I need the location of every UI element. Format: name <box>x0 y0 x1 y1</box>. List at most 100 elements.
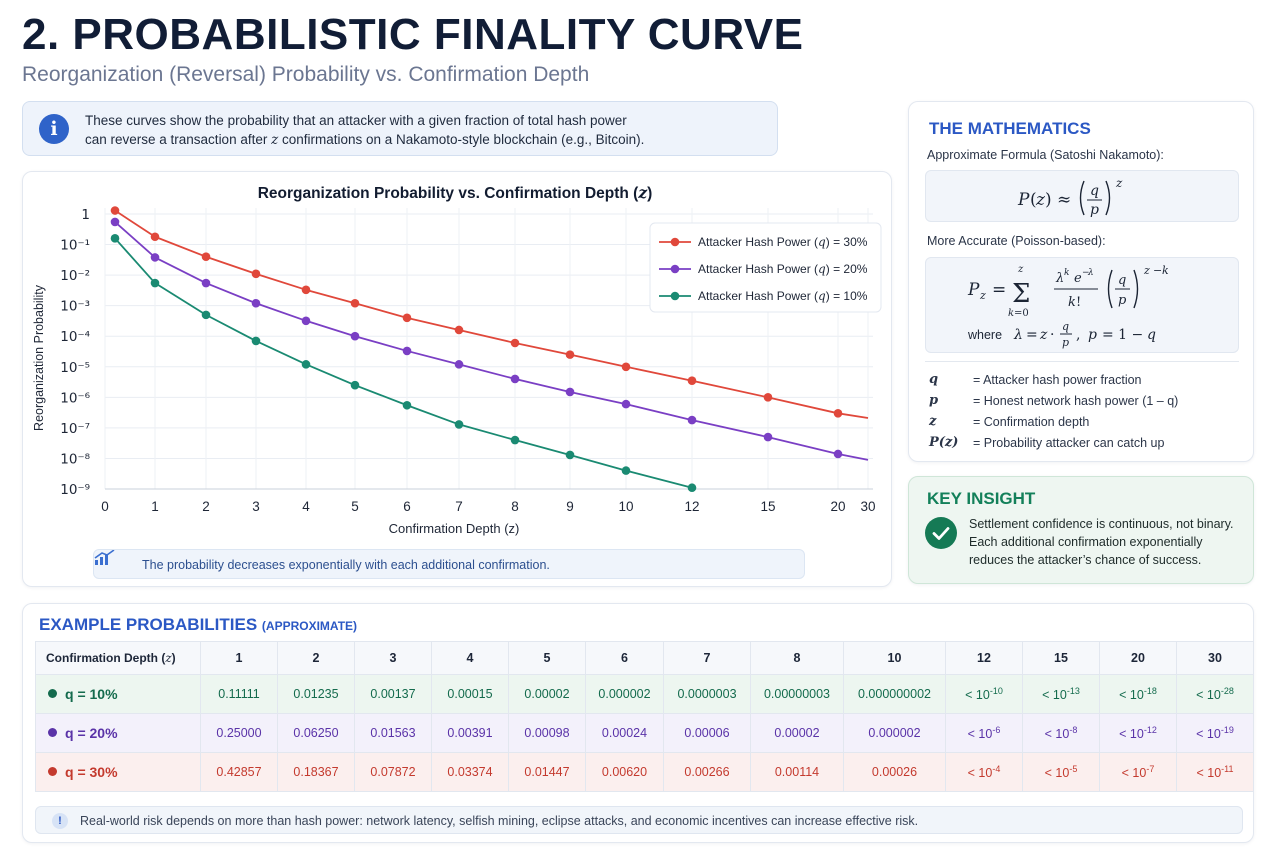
x-tick-label: 20 <box>830 499 845 514</box>
info-text: These curves show the probability that a… <box>85 111 765 150</box>
row-label: q = 30% <box>35 752 201 792</box>
probability-table: Confirmation Depth (z) 1 2 3 4 5 6 7 8 10 12 15 20 30… <box>35 641 1254 792</box>
table-cell: 0.00620 <box>585 752 664 792</box>
y-tick-label: 10⁻⁴ <box>60 329 90 345</box>
accurate-formula-label: More Accurate (Poisson-based): <box>927 234 1106 248</box>
table-cell-bound: < 10-8 <box>1022 713 1100 753</box>
info-var-z: z <box>271 132 279 148</box>
key-insight-text: Settlement confidence is continuous, not… <box>969 515 1245 569</box>
data-point <box>565 350 575 359</box>
table-cell: 0.00137 <box>354 674 432 714</box>
data-point <box>110 217 120 227</box>
svg-text:·: · <box>1050 327 1054 343</box>
table-column-header: 15 <box>1022 641 1100 675</box>
variable-symbol: P(z) <box>929 435 959 450</box>
svg-text:p: p <box>1062 336 1069 349</box>
table-cell-bound: < 10-5 <box>1022 752 1100 792</box>
x-tick-label: 2 <box>202 499 210 514</box>
x-tick-label: 4 <box>302 499 310 514</box>
table-cell: 0.25000 <box>200 713 278 753</box>
risk-footnote-text: Real-world risk depends on more than has… <box>80 814 919 828</box>
data-point <box>251 269 261 279</box>
data-point <box>402 346 412 356</box>
table-column-header: 6 <box>585 641 664 675</box>
table-cell: 0.01235 <box>277 674 355 714</box>
table-cell: 0.000000002 <box>843 674 946 714</box>
finality-chart: Reorganization Probability vs. Confirmat… <box>32 183 882 536</box>
data-point <box>251 298 261 308</box>
table-cell: 0.01563 <box>354 713 432 753</box>
svg-text:z: z <box>1035 190 1046 210</box>
table-cell-bound: < 10-18 <box>1099 674 1177 714</box>
table-row: q = 20% 0.25000 0.06250 0.01563 0.00391 0.000… <box>35 713 1254 753</box>
y-tick-label: 1 <box>81 207 90 223</box>
svg-text:k: k <box>1162 264 1169 277</box>
svg-text:e: e <box>1074 271 1082 286</box>
table-row: q = 10% 0.11111 0.01235 0.00137 0.00015 0.000… <box>35 674 1254 714</box>
data-point <box>251 336 261 346</box>
data-point <box>687 415 697 425</box>
row-label: q = 10% <box>35 674 201 714</box>
table-title: EXAMPLE PROBABILITIES (APPROXIMATE) <box>39 615 358 634</box>
series-dot-icon <box>48 728 57 737</box>
variable-definition: = Confirmation depth <box>973 415 1090 429</box>
legend-label: Attacker Hash Power (q) = 20% <box>698 262 868 276</box>
variable-symbol: z <box>929 414 937 429</box>
svg-text:q: q <box>1118 273 1126 288</box>
table-cell: 0.000002 <box>585 674 664 714</box>
table-cell: 0.00391 <box>431 713 509 753</box>
table-cell: 0.42857 <box>200 752 278 792</box>
example-probabilities-card: EXAMPLE PROBABILITIES (APPROXIMATE) Conf… <box>22 603 1254 843</box>
table-column-header: 12 <box>945 641 1023 675</box>
y-tick-label: 10⁻² <box>60 268 90 284</box>
svg-text:z: z <box>1017 264 1024 275</box>
y-tick-label: 10⁻¹ <box>60 238 90 254</box>
svg-text:P: P <box>967 280 980 300</box>
data-point <box>763 432 773 442</box>
svg-text:k: k <box>1068 295 1076 310</box>
data-point <box>565 387 575 397</box>
svg-text:−: − <box>1082 268 1090 278</box>
svg-text:z: z <box>1039 327 1048 343</box>
table-column-header: 8 <box>750 641 844 675</box>
series-1 <box>110 217 869 461</box>
table-cell: 0.11111 <box>200 674 278 714</box>
svg-text:=: = <box>992 280 1006 300</box>
table-column-header: 4 <box>431 641 509 675</box>
table-cell-bound: < 10-19 <box>1176 713 1254 753</box>
data-point <box>110 234 120 243</box>
risk-footnote: ! Real-world risk depends on more than h… <box>35 806 1243 834</box>
y-tick-label: 10⁻⁹ <box>60 482 90 498</box>
x-tick-label: 7 <box>455 499 463 514</box>
svg-text:p: p <box>1090 202 1099 218</box>
info-banner: i These curves show the probability that… <box>22 101 778 156</box>
table-cell: 0.00098 <box>508 713 586 753</box>
variable-row: q = Attacker hash power fraction <box>929 370 1245 391</box>
data-point <box>301 285 311 295</box>
table-cell: 0.0000003 <box>663 674 751 714</box>
table-column-header: 5 <box>508 641 586 675</box>
svg-text:q: q <box>1090 183 1099 199</box>
table-cell: 0.00002 <box>508 674 586 714</box>
data-point <box>150 253 160 262</box>
legend-item: Attacker Hash Power (q) = 10% <box>659 289 868 303</box>
svg-text:z: z <box>1143 264 1150 277</box>
data-point <box>687 376 697 386</box>
table-column-header: 30 <box>1176 641 1254 675</box>
approx-formula-label: Approximate Formula (Satoshi Nakamoto): <box>927 148 1164 162</box>
table-cell-bound: < 10-4 <box>945 752 1023 792</box>
key-insight-title: KEY INSIGHT <box>927 489 1036 508</box>
svg-text:p: p <box>1088 327 1097 343</box>
page-title: 2. PROBABILISTIC FINALITY CURVE <box>22 10 804 59</box>
x-axis-label: Confirmation Depth (z) <box>389 521 520 536</box>
table-column-header: 20 <box>1099 641 1177 675</box>
legend-item: Attacker Hash Power (q) = 30% <box>659 235 868 249</box>
key-insight-card: KEY INSIGHT Settlement confidence is con… <box>908 476 1254 584</box>
table-cell: 0.06250 <box>277 713 355 753</box>
data-point <box>763 393 773 402</box>
svg-text:=: = <box>1026 327 1038 343</box>
data-point <box>454 325 464 335</box>
svg-text:(: ( <box>1030 190 1037 210</box>
table-column-header: 3 <box>354 641 432 675</box>
checkmark-icon <box>925 517 957 549</box>
